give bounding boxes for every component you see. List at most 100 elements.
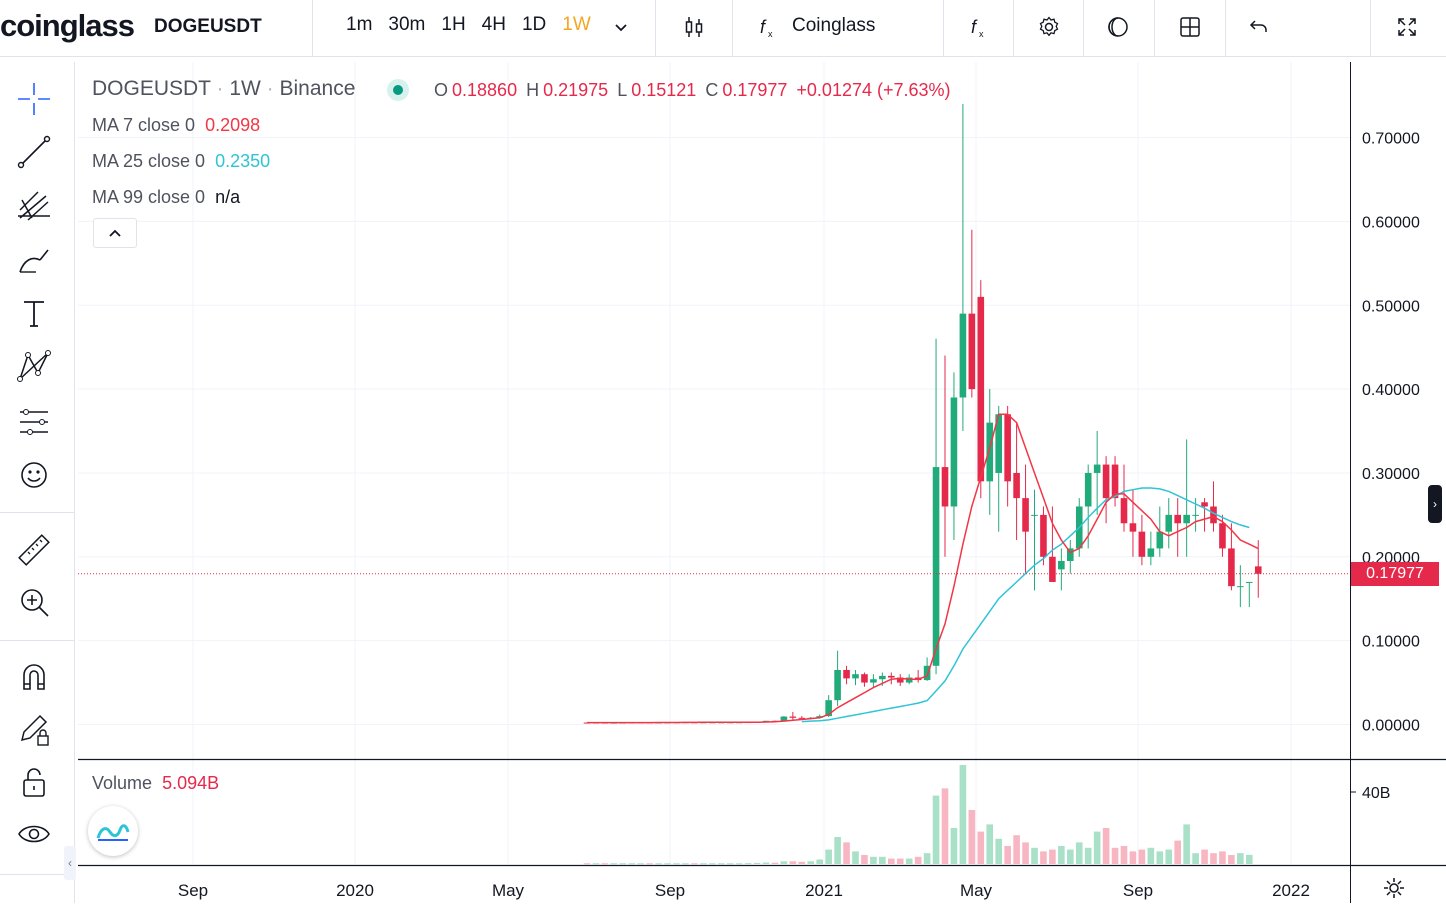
x-tick-label: Sep	[1123, 881, 1153, 900]
layout-icon[interactable]	[1176, 13, 1204, 41]
interval-1w[interactable]: 1W	[562, 14, 591, 35]
ma99-legend[interactable]: MA 99 close 0 n/a	[92, 187, 241, 207]
candle-body	[888, 675, 895, 678]
volume-bar	[896, 858, 904, 864]
interval-1h[interactable]: 1H	[441, 14, 466, 35]
candle-body	[932, 467, 940, 666]
ma7-value: 0.2098	[205, 115, 261, 135]
text-icon[interactable]	[14, 294, 54, 334]
eye-icon[interactable]	[14, 814, 54, 854]
crosshair-icon[interactable]	[14, 79, 54, 119]
volume-tick-label: 40B	[1362, 785, 1390, 802]
volume-legend[interactable]: Volume 5.094B	[92, 773, 220, 793]
ruler-icon[interactable]	[14, 530, 54, 570]
indicators-button[interactable]: Coinglass	[792, 15, 876, 36]
interval-1d[interactable]: 1D	[521, 14, 547, 35]
volume-bar	[682, 863, 689, 865]
candle-body	[1022, 498, 1029, 532]
volume-bar	[691, 863, 698, 865]
market-status-icon	[387, 79, 409, 101]
fib-icon[interactable]	[14, 186, 54, 226]
emoji-icon[interactable]	[14, 455, 54, 495]
brush-icon[interactable]	[14, 240, 54, 280]
scroll-right-button[interactable]: ›	[1428, 485, 1442, 523]
y-tick-label: 0.50000	[1362, 298, 1420, 315]
chart-title: DOGEUSDT · 1W · Binance	[92, 77, 356, 100]
magnet-icon[interactable]	[14, 657, 54, 697]
volume-bar	[798, 861, 806, 864]
open-value: 0.18860	[452, 80, 518, 100]
volume-bar	[1022, 842, 1029, 864]
symbol-selector[interactable]: DOGEUSDT	[154, 16, 262, 37]
candle-body	[1004, 414, 1011, 482]
candle-body	[959, 313, 967, 398]
volume-bar	[870, 856, 877, 864]
candle-body	[905, 677, 913, 683]
interval-30m[interactable]: 30m	[388, 14, 426, 35]
candle-body	[1246, 581, 1253, 583]
toolbar-collapse-button[interactable]: ‹	[64, 846, 76, 880]
interval-4h[interactable]: 4H	[481, 14, 506, 35]
undo-icon[interactable]	[1245, 13, 1273, 41]
zoom-icon[interactable]	[14, 582, 54, 622]
toolbar-divider	[943, 0, 944, 56]
candle-body	[950, 397, 958, 507]
volume-bar	[852, 851, 859, 864]
candle-body	[977, 296, 985, 482]
volume-bar	[1111, 847, 1119, 864]
fullscreen-icon[interactable]	[1393, 13, 1421, 41]
volume-bar	[1192, 853, 1199, 864]
volume-bar	[1165, 849, 1173, 864]
y-tick-label: 0.10000	[1362, 634, 1420, 651]
ma7-legend[interactable]: MA 7 close 0 0.2098	[92, 115, 261, 135]
interval-1m[interactable]: 1m	[346, 14, 373, 35]
settings-icon[interactable]	[1381, 875, 1407, 901]
gear-icon[interactable]	[1035, 13, 1063, 41]
candle-body	[798, 717, 806, 719]
lock-drawing-icon[interactable]	[14, 710, 54, 750]
candle-body	[986, 422, 994, 482]
ma7-line	[587, 413, 1259, 724]
x-tick-label: May	[960, 881, 993, 900]
low-value: 0.15121	[631, 80, 697, 100]
pattern-icon[interactable]	[14, 347, 54, 387]
coinglass-logo-icon	[88, 806, 138, 856]
candle-body	[1093, 464, 1101, 473]
volume-bar	[771, 862, 779, 864]
lock-icon[interactable]	[14, 762, 54, 802]
ma25-line	[801, 487, 1250, 723]
prediction-icon[interactable]	[14, 402, 54, 442]
close-value: 0.17977	[722, 80, 788, 100]
ma25-legend[interactable]: MA 25 close 0 0.2350	[92, 151, 271, 171]
volume-bar	[861, 855, 868, 864]
chevron-down-icon[interactable]	[607, 13, 635, 41]
candlestick-icon[interactable]	[680, 13, 708, 41]
volume-bar	[941, 788, 949, 864]
volume-bar	[1237, 853, 1244, 864]
volume-bar	[628, 863, 636, 865]
toolbar-divider	[0, 512, 74, 513]
volume-bar	[959, 765, 967, 864]
candle-body	[843, 669, 850, 679]
legend-collapse-button[interactable]	[93, 218, 137, 248]
toolbar-divider	[312, 0, 313, 56]
theme-icon[interactable]	[1104, 13, 1132, 41]
candle-body	[968, 313, 976, 390]
volume-bar	[1201, 849, 1208, 864]
volume-bar	[1246, 854, 1253, 864]
toolbar-divider	[1154, 0, 1155, 56]
trendline-icon[interactable]	[14, 132, 54, 172]
volume-bar	[1174, 840, 1181, 864]
x-tick-label: 2020	[336, 881, 374, 900]
candle-body	[780, 716, 788, 722]
toolbar-divider	[732, 0, 733, 56]
legend-exchange: Binance	[279, 77, 356, 100]
last-price-label: 0.17977	[1351, 562, 1439, 586]
volume-bar	[807, 861, 815, 864]
app-logo: coinglass	[0, 8, 135, 43]
candle-body	[1031, 514, 1038, 516]
volume-bar	[780, 861, 788, 864]
